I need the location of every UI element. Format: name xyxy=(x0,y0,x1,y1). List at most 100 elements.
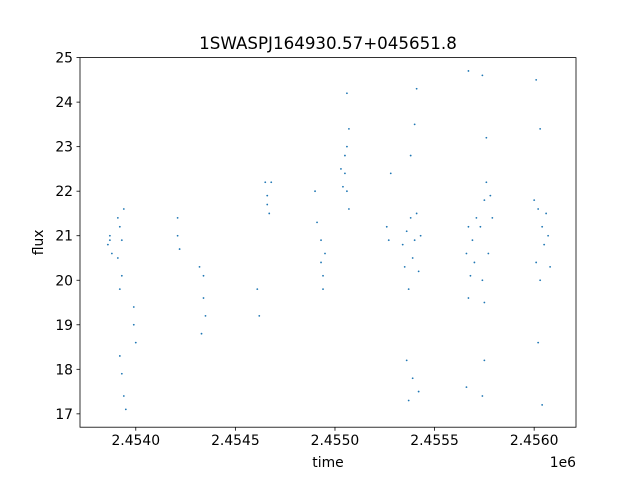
data-point xyxy=(415,87,418,90)
data-point xyxy=(419,234,422,237)
data-point xyxy=(176,234,179,237)
data-point xyxy=(346,92,348,95)
data-point xyxy=(324,252,326,255)
data-point xyxy=(483,301,486,304)
data-point xyxy=(535,78,538,81)
data-point xyxy=(543,243,546,246)
data-point xyxy=(537,341,540,344)
data-point xyxy=(108,234,111,237)
data-point xyxy=(467,225,470,228)
data-point xyxy=(120,372,123,375)
data-point xyxy=(467,297,470,299)
data-point xyxy=(475,217,478,219)
data-point xyxy=(405,359,408,362)
data-point xyxy=(483,359,486,362)
data-point xyxy=(118,355,121,357)
data-point xyxy=(106,243,109,246)
data-point xyxy=(348,127,350,130)
data-point xyxy=(537,208,540,210)
y-axis-ticks: 17 18 19 20 21 22 23 24 25 xyxy=(55,51,80,423)
data-point xyxy=(132,306,135,308)
data-point xyxy=(266,194,269,197)
data-point xyxy=(348,208,350,210)
data-point xyxy=(340,168,342,170)
x-tick-label: 2.4555 xyxy=(410,433,459,449)
data-point xyxy=(122,208,125,210)
x-axis-offset-label: 1e6 xyxy=(550,455,576,471)
data-point xyxy=(479,225,482,228)
data-point xyxy=(202,274,205,277)
data-point xyxy=(539,127,542,130)
data-point xyxy=(120,274,123,277)
data-point xyxy=(118,288,121,291)
x-tick-label: 2.4545 xyxy=(211,433,260,449)
data-point xyxy=(533,199,536,202)
data-point xyxy=(535,261,538,264)
data-point xyxy=(122,395,125,397)
data-point xyxy=(413,123,416,126)
data-point xyxy=(389,172,392,175)
data-point xyxy=(346,190,348,193)
x-tick-label: 2.4550 xyxy=(311,433,360,449)
data-point xyxy=(401,243,404,246)
data-point xyxy=(110,252,113,255)
data-point xyxy=(118,225,121,228)
data-point xyxy=(344,172,346,175)
data-point xyxy=(481,279,484,282)
data-point xyxy=(134,341,137,344)
y-axis-label: flux xyxy=(31,230,47,256)
data-point xyxy=(314,190,316,193)
x-axis-ticks: 2.4540 2.4545 2.4550 2.4555 2.4560 xyxy=(111,427,558,449)
data-point xyxy=(266,203,269,206)
data-point xyxy=(264,181,267,184)
data-point xyxy=(403,265,406,268)
data-point xyxy=(481,74,484,77)
plot-frame xyxy=(79,57,577,428)
data-point xyxy=(417,270,420,273)
data-point xyxy=(485,136,488,139)
data-point xyxy=(471,239,474,242)
data-point xyxy=(268,212,271,215)
data-point xyxy=(487,252,490,255)
y-tick-label: 24 xyxy=(55,95,73,111)
data-point xyxy=(320,239,322,242)
data-point xyxy=(545,212,548,215)
x-axis-label: time xyxy=(312,455,343,471)
y-tick-label: 23 xyxy=(55,140,73,156)
data-point xyxy=(132,323,135,326)
data-point xyxy=(411,377,414,380)
data-point xyxy=(120,239,123,242)
data-point xyxy=(202,297,205,299)
data-point xyxy=(541,225,544,228)
data-point xyxy=(409,154,412,157)
data-point xyxy=(465,386,468,389)
data-point xyxy=(316,221,318,224)
data-point xyxy=(200,332,203,335)
data-point xyxy=(322,288,324,291)
data-point xyxy=(124,408,127,411)
data-point xyxy=(405,230,408,233)
data-point xyxy=(407,399,410,402)
x-tick-label: 2.4560 xyxy=(510,433,559,449)
data-point xyxy=(417,390,420,393)
y-tick-label: 20 xyxy=(55,273,73,289)
data-point xyxy=(469,274,472,277)
data-point xyxy=(409,217,412,219)
data-point xyxy=(320,261,322,264)
x-tick-label: 2.4540 xyxy=(111,433,160,449)
data-point xyxy=(411,257,414,259)
y-tick-label: 19 xyxy=(55,318,73,334)
y-tick-label: 21 xyxy=(55,229,73,245)
data-point xyxy=(198,265,201,268)
data-point xyxy=(176,217,179,219)
data-point xyxy=(258,314,261,317)
data-point xyxy=(116,257,119,259)
data-point xyxy=(483,199,486,202)
data-point xyxy=(204,314,207,317)
data-points xyxy=(106,70,551,411)
data-point xyxy=(415,212,418,215)
chart-title: 1SWASPJ164930.57+045651.8 xyxy=(199,33,457,53)
data-point xyxy=(270,181,273,184)
